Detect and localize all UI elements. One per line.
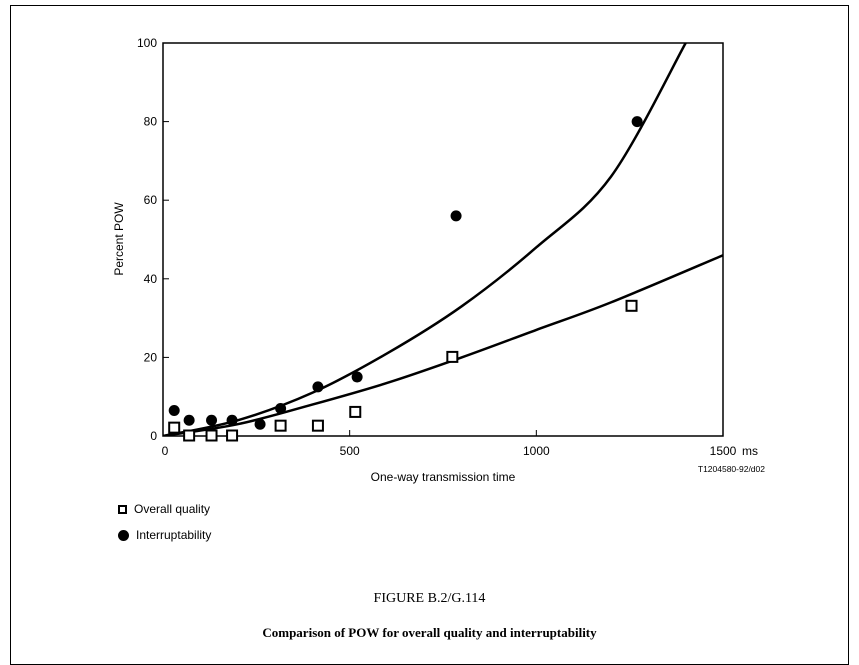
y-axis-label: Percent POW <box>112 202 126 276</box>
x-tick-label-1000: 1000 <box>523 444 550 458</box>
figure-caption: Comparison of POW for overall quality an… <box>262 625 597 640</box>
interruptability-point <box>351 371 363 383</box>
legend-label-overall-quality: Overall quality <box>134 502 211 516</box>
x-unit-label: ms <box>742 444 758 458</box>
y-tick-label-60: 60 <box>144 193 158 207</box>
y-tick-label-100: 100 <box>137 36 157 50</box>
y-tick-label-20: 20 <box>144 350 158 364</box>
fit-curve-overall-quality <box>163 254 723 436</box>
filled-circle-marker-icon <box>118 529 129 541</box>
figure-number: FIGURE B.2/G.114 <box>373 591 486 606</box>
legend-item-overall-quality: Overall quality <box>118 502 210 516</box>
interruptability-point <box>275 402 287 414</box>
open-square-marker-icon <box>118 504 127 514</box>
interruptability-point <box>206 414 218 426</box>
overall-quality-point <box>625 299 638 312</box>
interruptability-point <box>168 404 180 416</box>
interruptability-point <box>254 418 266 430</box>
y-tick-label-40: 40 <box>144 272 158 286</box>
y-tick-label-80: 80 <box>144 115 158 129</box>
x-tick-label-0: 0 <box>162 444 169 458</box>
legend-label-interruptability: Interruptability <box>136 528 212 542</box>
interruptability-point <box>631 116 643 128</box>
legend-item-interruptability: Interruptability <box>118 528 211 542</box>
interruptability-point <box>226 414 238 426</box>
interruptability-point <box>312 381 324 393</box>
overall-quality-point <box>446 350 459 363</box>
x-tick-label-500: 500 <box>340 444 360 458</box>
overall-quality-point <box>205 429 218 442</box>
overall-quality-point <box>311 419 324 432</box>
chart-plot: 0 500 1000 1500 0 20 40 60 80 100 ms One-way tran… <box>112 36 765 484</box>
fit-curve-interruptability <box>163 43 687 436</box>
interruptability-point <box>183 414 195 426</box>
figure-code: T1204580-92/d02 <box>698 464 765 474</box>
data-markers <box>168 116 643 442</box>
y-tick-label-0: 0 <box>150 429 157 443</box>
x-tick-label-1500: 1500 <box>710 444 737 458</box>
x-axis-label: One-way transmission time <box>371 470 516 484</box>
overall-quality-point <box>349 405 362 418</box>
overall-quality-point <box>168 421 181 434</box>
axis-ticks: 0 500 1000 1500 0 20 40 60 80 100 <box>137 36 737 458</box>
interruptability-point <box>450 210 462 222</box>
fit-curves <box>163 43 723 436</box>
overall-quality-point <box>226 429 239 442</box>
overall-quality-point <box>274 419 287 432</box>
overall-quality-point <box>183 429 196 442</box>
plot-area-border <box>162 42 724 437</box>
